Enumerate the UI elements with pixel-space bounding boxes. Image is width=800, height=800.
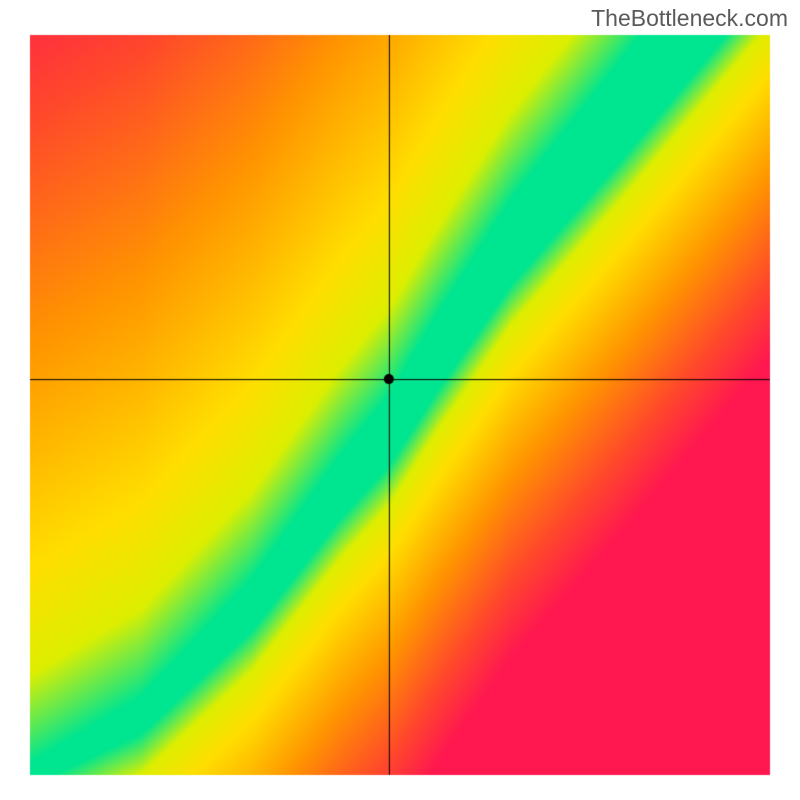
watermark-text: TheBottleneck.com [591, 5, 788, 32]
heatmap-canvas [0, 0, 800, 800]
chart-container: TheBottleneck.com [0, 0, 800, 800]
